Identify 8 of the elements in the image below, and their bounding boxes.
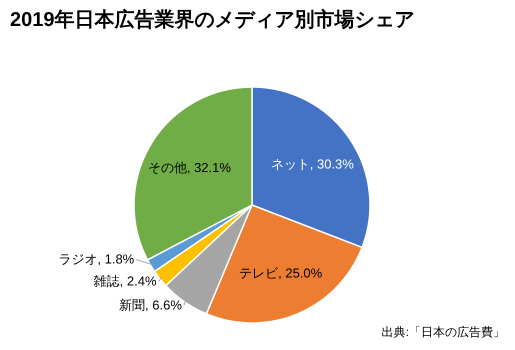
chart-title: 2019年日本広告業界のメディア別市場シェア — [10, 8, 414, 31]
source-note: 出典:「日本の広告費」 — [382, 325, 505, 339]
slice-label: 新聞, 6.6% — [119, 297, 182, 312]
slice-label: テレビ, 25.0% — [239, 265, 323, 280]
slice-label: その他, 32.1% — [148, 160, 232, 176]
slice-label: 雑誌, 2.4% — [94, 274, 157, 289]
slice-label: ラジオ, 1.8% — [58, 252, 135, 267]
slice-label: ネット, 30.3% — [270, 156, 354, 172]
